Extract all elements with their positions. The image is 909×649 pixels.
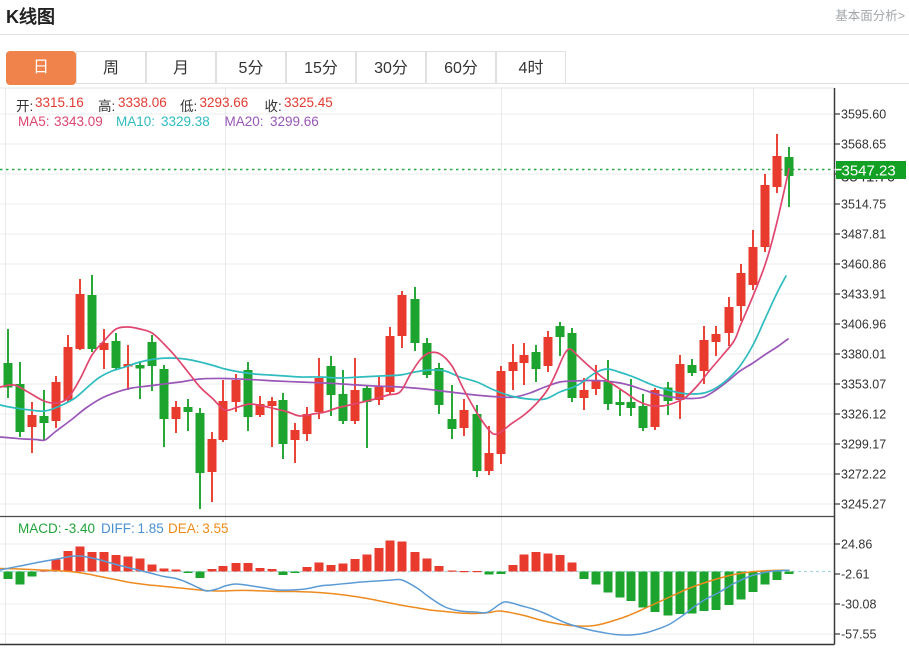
svg-text:3299.17: 3299.17 [841, 438, 886, 452]
svg-text:3272.22: 3272.22 [841, 468, 886, 482]
svg-text:3547.23: 3547.23 [842, 163, 896, 180]
svg-text:3460.86: 3460.86 [841, 258, 886, 272]
svg-text:3433.91: 3433.91 [841, 288, 886, 302]
svg-text:3595.60: 3595.60 [841, 108, 886, 122]
svg-text:3487.81: 3487.81 [841, 228, 886, 242]
svg-text:-30.08: -30.08 [841, 598, 876, 612]
svg-text:3568.65: 3568.65 [841, 138, 886, 152]
svg-text:-57.55: -57.55 [841, 628, 876, 642]
svg-text:DIFF: 1.85: DIFF: 1.85 [101, 521, 164, 536]
svg-text:3353.07: 3353.07 [841, 378, 886, 392]
svg-text:3380.01: 3380.01 [841, 348, 886, 362]
svg-text:DEA: 3.55: DEA: 3.55 [168, 521, 229, 536]
svg-text:-2.61: -2.61 [841, 568, 870, 582]
svg-text:3406.96: 3406.96 [841, 318, 886, 332]
svg-text:24.86: 24.86 [841, 538, 872, 552]
svg-text:MACD: -3.40: MACD: -3.40 [18, 521, 95, 536]
svg-text:3514.75: 3514.75 [841, 198, 886, 212]
svg-text:3245.27: 3245.27 [841, 498, 886, 512]
svg-text:3326.12: 3326.12 [841, 408, 886, 422]
